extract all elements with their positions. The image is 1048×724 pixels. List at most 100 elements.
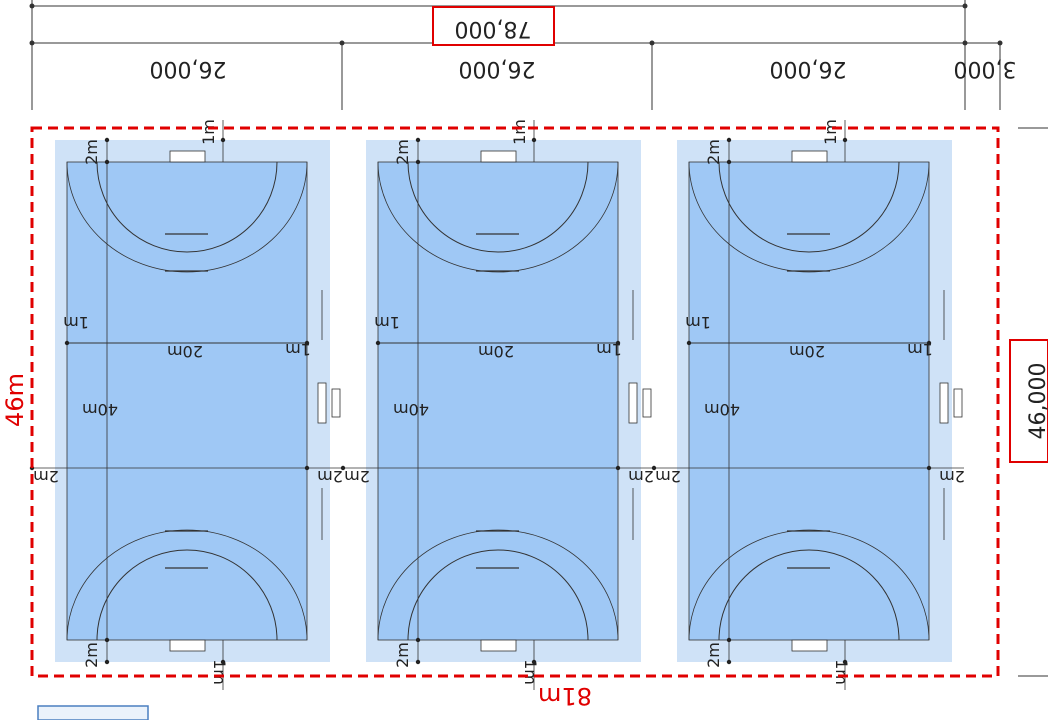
total-width-label: 78,000 <box>455 16 532 41</box>
goal-area-top <box>718 161 900 253</box>
free-throw-line-bottom <box>377 529 619 641</box>
label-1m-bottom: 1m <box>521 659 540 685</box>
label-20m: 20m <box>167 342 203 361</box>
label-2m-bottom: 2m <box>704 642 723 668</box>
court-3: 20m 40m 2m 2m 1m 1m 1m 1m 2m 2m <box>651 119 965 690</box>
label-2m-left: 2m <box>655 467 681 486</box>
label-20m: 20m <box>789 342 825 361</box>
dimension-point <box>340 465 346 471</box>
total-width-box <box>432 6 555 46</box>
overall-width-label: 81m <box>538 682 592 710</box>
right-dimension-lines <box>1018 127 1048 677</box>
dimension-point <box>375 340 381 346</box>
dimension-point <box>415 637 421 643</box>
label-40m: 40m <box>704 400 740 419</box>
bench-1 <box>628 382 638 424</box>
dimension-point <box>726 659 732 665</box>
dimension-point <box>104 659 110 665</box>
label-2m-right: 2m <box>939 467 965 486</box>
dimension-point <box>842 659 848 665</box>
goal-area-top <box>96 161 278 253</box>
dimension-point <box>615 340 621 346</box>
dimension-point <box>415 137 421 143</box>
dimension-point <box>926 465 932 471</box>
goal-area-bottom <box>718 549 900 641</box>
dimension-point <box>531 659 537 665</box>
dimension-point <box>926 340 932 346</box>
free-throw-line-top <box>66 161 308 273</box>
goal-bottom <box>169 639 206 652</box>
dimension-point <box>686 340 692 346</box>
label-2m-right: 2m <box>317 467 343 486</box>
goal-area-bottom <box>96 549 278 641</box>
dimension-point <box>651 465 657 471</box>
dimension-point <box>842 137 848 143</box>
dimension-point <box>220 137 226 143</box>
label-1m-bottom: 1m <box>832 659 851 685</box>
label-2m-bottom: 2m <box>393 642 412 668</box>
height-box <box>1009 339 1048 463</box>
label-40m: 40m <box>393 400 429 419</box>
label-1m-top: 1m <box>510 119 529 145</box>
dimension-point <box>104 637 110 643</box>
court-2: 20m 40m 2m 2m 1m 1m 1m 1m 2m 2m <box>340 119 654 690</box>
dimension-point <box>304 465 310 471</box>
label-20m: 20m <box>478 342 514 361</box>
label-2m-right: 2m <box>628 467 654 486</box>
bench-2 <box>953 388 963 418</box>
legend-box <box>37 705 149 721</box>
segment-label-3: 26,000 <box>770 56 847 81</box>
goal-top <box>480 150 517 163</box>
free-throw-line-top <box>377 161 619 273</box>
dimension-point <box>726 159 732 165</box>
label-1m-center-right: 1m <box>907 340 933 359</box>
overall-height-label: 46m <box>1 373 29 427</box>
label-2m-top: 2m <box>82 139 101 165</box>
dimension-point <box>726 637 732 643</box>
label-1m-top: 1m <box>821 119 840 145</box>
segment-label-1: 26,000 <box>150 56 227 81</box>
label-1m-bottom: 1m <box>210 659 229 685</box>
label-2m-top: 2m <box>704 139 723 165</box>
height-label: 46,000 <box>1026 363 1048 440</box>
label-40m: 40m <box>82 400 118 419</box>
dimension-point <box>415 159 421 165</box>
dimension-point <box>104 137 110 143</box>
court-1: 20m 40m 2m 2m 1m 1m 1m 1m 2m 2m <box>29 119 343 690</box>
label-1m-center-right: 1m <box>285 340 311 359</box>
goal-top <box>169 150 206 163</box>
dimension-point <box>64 340 70 346</box>
goal-bottom <box>480 639 517 652</box>
label-1m-center-left: 1m <box>374 313 400 332</box>
label-2m-bottom: 2m <box>82 642 101 668</box>
bench-1 <box>939 382 949 424</box>
bench-2 <box>331 388 341 418</box>
segment-label-4: 3,000 <box>954 56 1017 81</box>
dimension-point <box>726 137 732 143</box>
goal-bottom <box>791 639 828 652</box>
overall-boundary <box>30 126 1000 678</box>
label-2m-left: 2m <box>33 467 59 486</box>
dimension-point <box>220 659 226 665</box>
goal-area-top <box>407 161 589 253</box>
goal-area-bottom <box>407 549 589 641</box>
bench-2 <box>642 388 652 418</box>
free-throw-line-top <box>688 161 930 273</box>
label-1m-center-left: 1m <box>685 313 711 332</box>
bench-1 <box>317 382 327 424</box>
dimension-point <box>615 465 621 471</box>
label-1m-center-left: 1m <box>63 313 89 332</box>
label-2m-top: 2m <box>393 139 412 165</box>
dimension-point <box>104 159 110 165</box>
label-1m-center-right: 1m <box>596 340 622 359</box>
goal-top <box>791 150 828 163</box>
dimension-point <box>531 137 537 143</box>
segment-label-2: 26,000 <box>459 56 536 81</box>
label-2m-left: 2m <box>344 467 370 486</box>
dimension-point <box>304 340 310 346</box>
label-1m-top: 1m <box>199 119 218 145</box>
dimension-point <box>415 659 421 665</box>
